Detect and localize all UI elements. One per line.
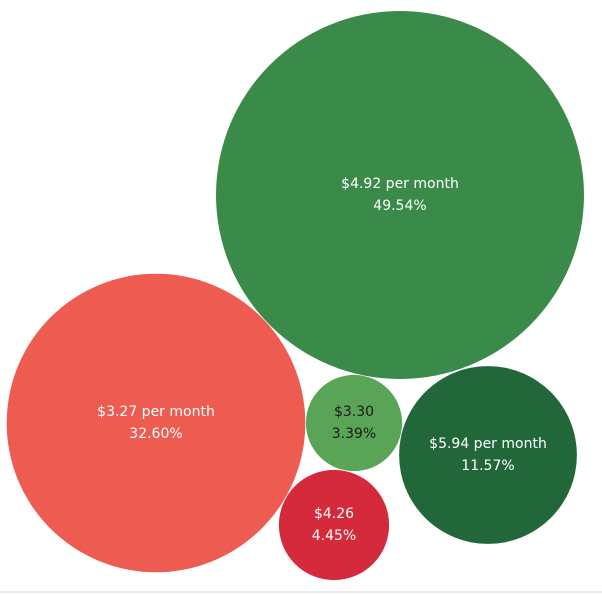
bubble-group[interactable]: $3.30 3.39% (305, 374, 403, 472)
bubble-price-label: $5.94 per month (429, 436, 547, 452)
bubble-price-label: $4.26 (314, 506, 354, 522)
bubble-group[interactable]: $4.26 4.45% (278, 469, 390, 581)
bubble-circle[interactable] (278, 469, 390, 581)
bubble-price-label: $3.27 per month (97, 404, 215, 420)
bubble-group[interactable]: $3.27 per month 32.60% (6, 273, 306, 573)
bubble-percent-label: 49.54% (373, 198, 426, 214)
bubble-circle[interactable] (305, 374, 403, 472)
bubble-price-label: $3.30 (334, 404, 374, 420)
bubble-price-label: $4.92 per month (341, 176, 459, 192)
bubble-percent-label: 32.60% (129, 426, 182, 442)
bubble-percent-label: 4.45% (312, 528, 356, 544)
bubble-group[interactable]: $5.94 per month 11.57% (399, 366, 577, 544)
bubble-circle[interactable] (6, 273, 306, 573)
bubble-circle[interactable] (399, 366, 577, 544)
bubble-percent-label: 3.39% (332, 426, 376, 442)
bubble-circle[interactable] (216, 11, 584, 379)
bubble-group[interactable]: $4.92 per month 49.54% (216, 11, 584, 379)
bubble-percent-label: 11.57% (461, 458, 514, 474)
